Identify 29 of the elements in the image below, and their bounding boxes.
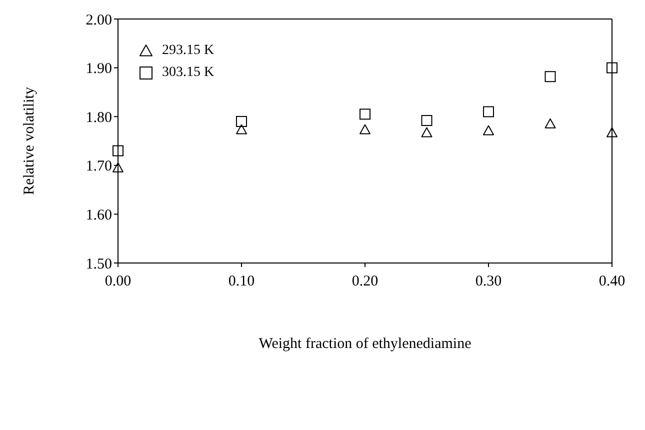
point — [544, 118, 556, 128]
x-tick-label: 0.00 — [104, 274, 132, 290]
x-axis-title: Weight fraction of ethylenediamine — [258, 336, 472, 352]
y-tick-label: 1.60 — [86, 208, 112, 224]
y-tick-label: 1.70 — [86, 158, 112, 175]
point — [483, 106, 494, 118]
y-tick-label: 1.50 — [86, 256, 112, 272]
point — [606, 127, 618, 138]
point — [112, 145, 124, 156]
point — [544, 71, 556, 82]
y-tick-label: 2.00 — [86, 12, 112, 28]
point — [483, 125, 494, 136]
y-tick-label: 1.80 — [86, 110, 112, 126]
point — [421, 115, 432, 126]
legend-label: 303.15 K — [162, 65, 214, 81]
x-tick-label: 0.10 — [228, 274, 255, 290]
point — [236, 124, 247, 134]
point — [421, 127, 432, 138]
x-tick-label: 0.20 — [352, 274, 378, 290]
point — [606, 62, 618, 74]
x-tick-label: 0.40 — [598, 274, 626, 290]
point — [360, 108, 370, 120]
x-tick-label: 0.30 — [475, 274, 502, 290]
legend-label: 293.15 K — [162, 43, 214, 59]
point — [236, 116, 247, 127]
point — [360, 124, 370, 134]
y-axis-title: Relative volatility — [21, 86, 38, 195]
y-tick-label: 1.90 — [86, 61, 112, 78]
point — [112, 162, 124, 172]
